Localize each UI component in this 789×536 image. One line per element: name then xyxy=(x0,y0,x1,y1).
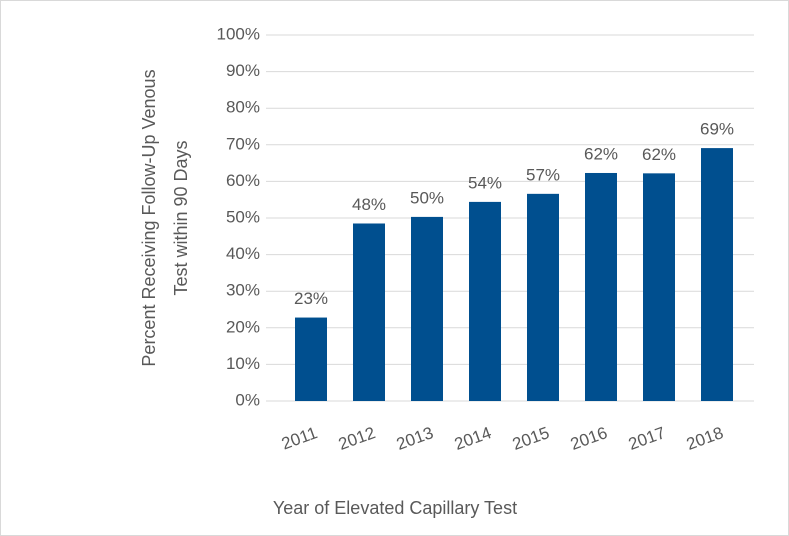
bar xyxy=(469,201,501,401)
y-tick-label: 90% xyxy=(226,61,260,80)
y-axis-title: Percent Receiving Follow-Up Venous xyxy=(139,69,159,366)
data-label: 23% xyxy=(294,289,328,308)
data-label: 48% xyxy=(352,195,386,214)
bar xyxy=(701,148,733,401)
y-tick-label: 20% xyxy=(226,317,260,336)
bar xyxy=(527,193,559,401)
y-tick-label: 50% xyxy=(226,207,260,226)
bar xyxy=(411,216,443,401)
data-label: 62% xyxy=(584,144,618,163)
bar xyxy=(353,223,385,401)
data-label: 69% xyxy=(700,120,734,139)
bar xyxy=(585,172,617,401)
y-tick-label: 100% xyxy=(217,24,260,43)
y-tick-label: 30% xyxy=(226,281,260,300)
bar xyxy=(643,173,675,401)
data-label: 57% xyxy=(526,165,560,184)
y-tick-label: 10% xyxy=(226,354,260,373)
x-axis-title: Year of Elevated Capillary Test xyxy=(273,498,517,518)
data-label: 50% xyxy=(410,188,444,207)
data-label: 54% xyxy=(468,173,502,192)
y-tick-label: 0% xyxy=(235,390,260,409)
data-label: 62% xyxy=(642,145,676,164)
y-tick-label: 40% xyxy=(226,244,260,263)
y-tick-label: 60% xyxy=(226,171,260,190)
y-tick-label: 80% xyxy=(226,98,260,117)
bar xyxy=(295,317,327,401)
y-axis-title: Test within 90 Days xyxy=(171,140,191,295)
y-tick-label: 70% xyxy=(226,134,260,153)
